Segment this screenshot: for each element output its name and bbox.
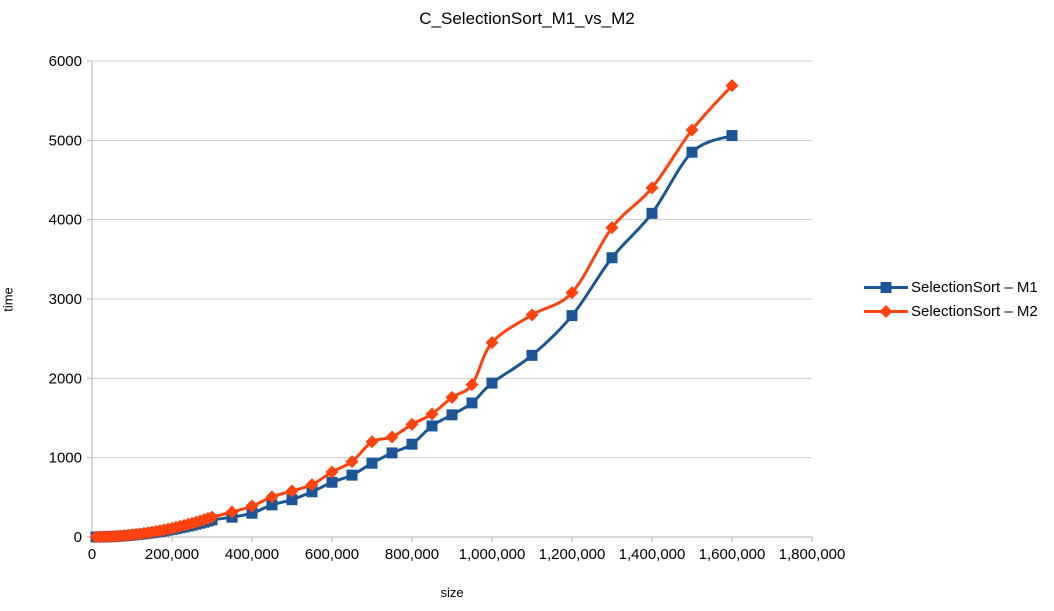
- x-tick-label: 1,600,000: [699, 546, 766, 563]
- square-marker: [686, 146, 698, 158]
- legend-item-m2: SelectionSort – M2: [864, 303, 1038, 320]
- series-line: [94, 84, 734, 539]
- chart-title: C_SelectionSort_M1_vs_M2: [419, 9, 635, 28]
- x-tick-label: 1,800,000: [779, 546, 846, 563]
- diamond-marker: [325, 465, 339, 479]
- y-tick-label: 3000: [49, 291, 82, 308]
- square-marker: [606, 252, 618, 264]
- square-marker: [246, 507, 258, 519]
- square-marker: [346, 469, 358, 481]
- m2-line-diamond-marker-icon: [864, 305, 908, 318]
- square-marker: [406, 438, 418, 450]
- legend-label-m2: SelectionSort – M2: [911, 303, 1038, 320]
- square-marker: [326, 476, 338, 488]
- m1-line-square-marker-icon: [864, 282, 908, 293]
- diamond-marker: [425, 407, 439, 421]
- diamond-marker: [465, 378, 479, 392]
- square-marker: [266, 499, 278, 511]
- square-marker: [466, 397, 478, 409]
- legend: SelectionSort – M1 SelectionSort – M2: [864, 279, 1038, 320]
- tick-labels: 0 1000 2000 3000 4000 5000 6000 0 200,000 400,000…: [49, 53, 846, 563]
- diamond-marker: [265, 490, 279, 504]
- x-tick-label: 1,000,000: [459, 546, 526, 563]
- y-tick-label: 1000: [49, 450, 82, 467]
- x-tick-label: 800,000: [385, 546, 439, 563]
- y-tick-label: 4000: [49, 212, 82, 229]
- diamond-marker: [485, 336, 499, 350]
- x-tick-label: 200,000: [145, 546, 199, 563]
- diamond-marker: [605, 221, 619, 235]
- diamond-marker: [225, 505, 239, 519]
- square-marker: [386, 447, 398, 459]
- square-marker: [306, 486, 318, 498]
- x-tick-label: 1,400,000: [619, 546, 686, 563]
- diamond-marker: [205, 510, 219, 524]
- square-marker: [426, 420, 438, 432]
- diamond-marker: [305, 478, 319, 492]
- series-m2: [89, 79, 739, 544]
- square-marker: [486, 377, 498, 389]
- diamond-marker: [525, 308, 539, 322]
- legend-item-m1: SelectionSort – M1: [864, 279, 1038, 296]
- x-tick-label: 600,000: [305, 546, 359, 563]
- y-tick-label: 0: [74, 529, 82, 546]
- diamond-marker: [285, 484, 299, 498]
- diamond-marker: [245, 499, 259, 513]
- square-marker: [286, 494, 298, 506]
- gridlines: [92, 60, 812, 538]
- diamond-marker: [725, 79, 739, 93]
- axis-ticks: [87, 60, 813, 542]
- x-tick-label: 400,000: [225, 546, 279, 563]
- square-marker: [366, 457, 378, 469]
- square-marker: [446, 409, 458, 421]
- square-marker: [526, 349, 538, 361]
- diamond-marker: [565, 286, 579, 300]
- square-marker: [646, 207, 658, 219]
- y-tick-label: 6000: [49, 53, 82, 70]
- x-axis-title: size: [440, 585, 464, 600]
- y-axis-title: time: [0, 287, 16, 312]
- axes: [91, 61, 812, 538]
- y-tick-label: 2000: [49, 370, 82, 387]
- square-marker: [726, 130, 738, 142]
- y-tick-label: 5000: [49, 132, 82, 149]
- diamond-marker: [685, 123, 699, 137]
- diamond-marker: [445, 390, 459, 404]
- diamond-marker: [385, 430, 399, 444]
- diamond-marker: [645, 181, 659, 195]
- diamond-marker: [365, 435, 379, 449]
- diamond-marker: [345, 455, 359, 469]
- diamond-marker: [405, 417, 419, 431]
- series-line: [94, 134, 734, 539]
- legend-label-m1: SelectionSort – M1: [911, 279, 1038, 296]
- square-marker: [566, 310, 578, 322]
- x-tick-label: 0: [88, 546, 96, 563]
- x-tick-label: 1,200,000: [539, 546, 606, 563]
- series-m1: [90, 130, 738, 543]
